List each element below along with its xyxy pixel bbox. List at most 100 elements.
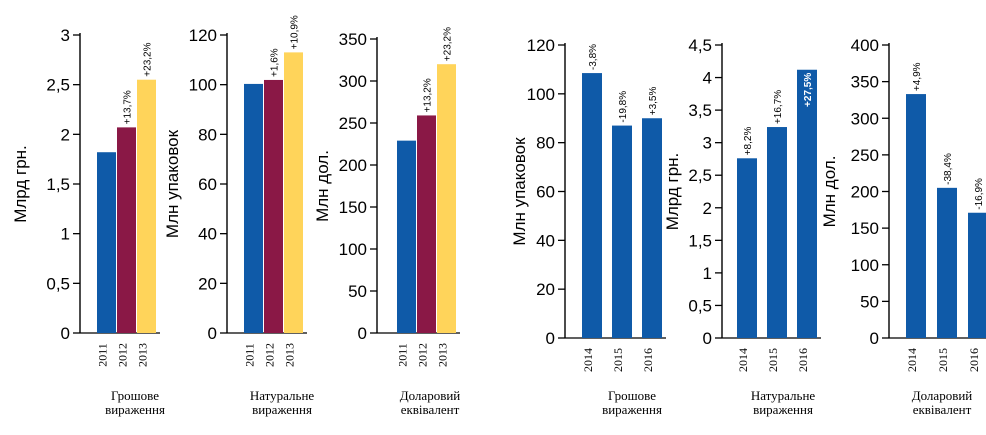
category-label: 2015 [611, 348, 625, 372]
y-tick-label: 2 [703, 199, 712, 218]
y-tick-label: 1,5 [46, 175, 70, 194]
category-label: 2015 [936, 348, 950, 372]
bar-value-label: -3,8% [588, 44, 599, 70]
y-tick-label: 3,5 [688, 101, 712, 120]
bar-value-label: +10,9% [290, 15, 301, 49]
bar [244, 83, 263, 334]
bar [117, 127, 136, 333]
category-label: 2013 [136, 343, 150, 367]
y-tick-label: 200 [851, 183, 879, 202]
panel-caption: Доларовий [400, 388, 461, 403]
y-tick-label: 2,5 [46, 76, 70, 95]
bar-value-label: -16,9% [974, 178, 985, 210]
y-tick-label: 2 [61, 125, 70, 144]
category-label: 2011 [96, 343, 110, 367]
bar [737, 158, 757, 338]
y-axis-title: Млрд грн. [663, 153, 682, 231]
y-tick-label: 150 [851, 219, 879, 238]
bar-value-label: +23,2% [443, 27, 454, 61]
bar [582, 73, 602, 339]
chart-panel-2: 0 20 40 60 80 100 120 Млн упаковок 2011 2012 +1,6%… [163, 15, 314, 417]
category-label: 2012 [116, 343, 130, 367]
bar-value-label: +8,2% [743, 127, 754, 156]
bar [97, 152, 116, 333]
y-tick-label: 100 [339, 240, 367, 259]
bar [642, 118, 662, 338]
panel-caption: еквівалент [401, 402, 460, 417]
y-tick-label: 150 [339, 198, 367, 217]
y-tick-label: 300 [339, 72, 367, 91]
bar-value-label: +13,7% [123, 90, 134, 124]
panel-caption: Грошове [111, 388, 159, 403]
category-label: 2016 [796, 348, 810, 372]
panel-caption: вираження [602, 402, 662, 417]
y-tick-label: 350 [851, 73, 879, 92]
y-tick-label: 0,5 [688, 296, 712, 315]
category-label: 2012 [263, 343, 277, 367]
y-tick-label: 3 [61, 26, 70, 45]
y-tick-label: 100 [189, 76, 217, 95]
category-label: 2011 [396, 343, 410, 367]
bar [437, 64, 456, 333]
y-tick-label: 120 [189, 26, 217, 45]
category-label: 2013 [283, 343, 297, 367]
y-tick-label: 300 [851, 109, 879, 128]
panel-caption: вираження [105, 402, 165, 417]
category-label: 2015 [766, 348, 780, 372]
bar-value-label: -38,4% [943, 153, 954, 185]
category-label: 2016 [641, 348, 655, 372]
y-axis-title: Млн дол. [820, 156, 839, 228]
category-label: 2013 [436, 343, 450, 367]
y-tick-label: 20 [536, 280, 555, 299]
bar-value-label: +4,9% [912, 62, 923, 91]
category-label: 2014 [736, 348, 750, 372]
bar [264, 79, 283, 333]
y-tick-label: 50 [860, 292, 879, 311]
y-axis-title: Млн упаковок [510, 137, 529, 246]
panel-caption: вираження [252, 402, 312, 417]
y-tick-label: 0,5 [46, 274, 70, 293]
category-label: 2014 [905, 348, 919, 372]
y-tick-label: 100 [527, 85, 555, 104]
bar [612, 125, 632, 338]
y-tick-label: 0 [61, 324, 70, 343]
category-label: 2014 [581, 348, 595, 372]
y-tick-label: 2,5 [688, 166, 712, 185]
y-tick-label: 20 [198, 274, 217, 293]
y-tick-label: 350 [339, 30, 367, 49]
chart-panel-3: 0 50 100 150 200 250 300 350 Млн дол. 2011 2012 +13… [313, 27, 460, 417]
bar [137, 79, 156, 333]
bar [284, 52, 303, 334]
category-label: 2016 [967, 348, 981, 372]
category-label: 2012 [416, 343, 430, 367]
y-tick-label: 60 [198, 175, 217, 194]
y-axis-title: Млн упаковок [163, 129, 182, 238]
y-tick-label: 120 [527, 36, 555, 55]
y-tick-label: 1 [703, 264, 712, 283]
bar-value-label: +27,5% [803, 73, 814, 107]
bar [397, 140, 416, 333]
y-tick-label: 4 [703, 69, 712, 88]
y-tick-label: 80 [198, 125, 217, 144]
panel-caption: вираження [753, 402, 813, 417]
y-tick-label: 0 [870, 329, 879, 348]
bar-value-label: +23,2% [143, 42, 154, 76]
panel-caption: Грошове [608, 388, 656, 403]
bar [906, 94, 926, 338]
bar [968, 212, 986, 338]
panel-caption: Натуральне [751, 388, 816, 403]
chart-panel-4: 0 20 40 60 80 100 120 Млн упаковок 2014 -3,8% 2015… [510, 36, 666, 417]
y-tick-label: 3 [703, 134, 712, 153]
bar-value-label: +13,2% [423, 78, 434, 112]
y-tick-label: 0 [546, 329, 555, 348]
y-tick-label: 80 [536, 134, 555, 153]
panel-caption: еквівалент [913, 402, 972, 417]
y-tick-label: 1 [61, 225, 70, 244]
bar [417, 115, 436, 333]
y-tick-label: 1,5 [688, 231, 712, 250]
y-tick-label: 50 [348, 282, 367, 301]
chart-panel-1: 0 0,5 1 1,5 2 2,5 3 Млрд грн. 2011 2012 +13,7% 2013… [11, 26, 165, 417]
chart-panel-5: 0 0,5 1 1,5 2 2,5 3 3,5 4 4,5 Млрд грн. 2014 +8,2% 20… [663, 36, 821, 417]
